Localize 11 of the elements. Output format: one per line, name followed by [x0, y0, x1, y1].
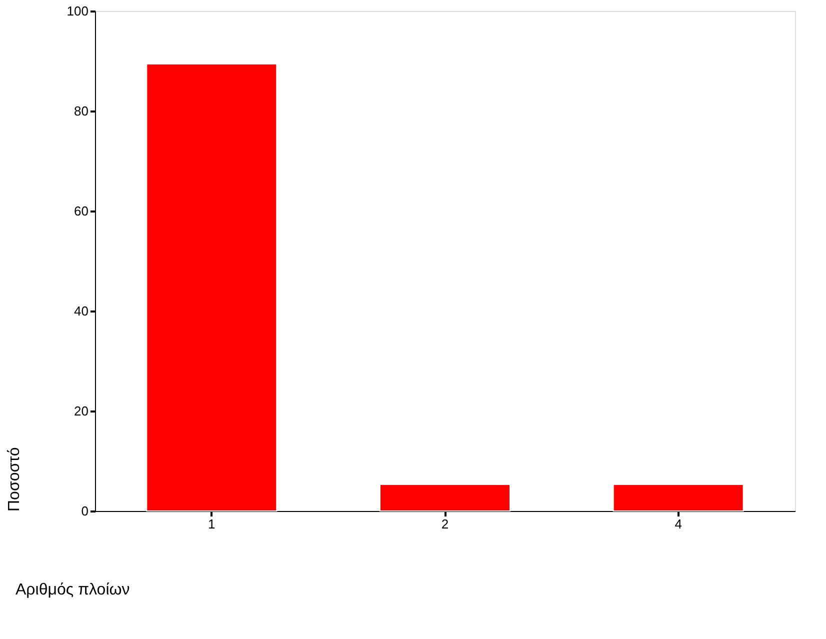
y-tick-label: 0 [81, 504, 88, 518]
x-axis-title: Αριθμός πλοίων [16, 582, 130, 598]
x-tick-label: 4 [674, 516, 682, 532]
x-tick-label: 2 [441, 516, 449, 532]
y-tick-label: 40 [74, 304, 88, 318]
y-tick-label: 20 [74, 404, 88, 418]
y-axis-title: Ποσοστό [6, 447, 23, 512]
y-tick-label: 60 [74, 204, 88, 218]
y-tick-label: 80 [74, 104, 88, 118]
x-tick-label: 1 [208, 516, 216, 532]
y-tick-label: 100 [66, 4, 88, 18]
